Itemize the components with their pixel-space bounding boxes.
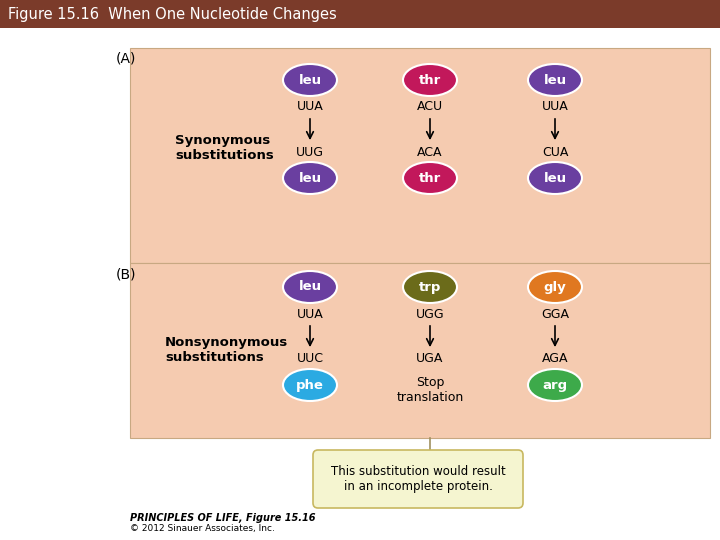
Ellipse shape [283,162,337,194]
Text: gly: gly [544,280,567,294]
Text: CUA: CUA [542,145,568,159]
Text: © 2012 Sinauer Associates, Inc.: © 2012 Sinauer Associates, Inc. [130,524,275,533]
Text: leu: leu [298,280,322,294]
Ellipse shape [283,64,337,96]
Text: UGG: UGG [415,307,444,321]
Text: GGA: GGA [541,307,569,321]
Text: thr: thr [419,73,441,86]
Text: AGA: AGA [541,352,568,365]
Text: trp: trp [419,280,441,294]
Text: UUA: UUA [541,100,568,113]
Ellipse shape [403,162,457,194]
Text: leu: leu [298,73,322,86]
Ellipse shape [528,162,582,194]
Text: phe: phe [296,379,324,392]
Text: UGA: UGA [416,352,444,365]
Text: thr: thr [419,172,441,185]
Text: UUA: UUA [297,100,323,113]
FancyBboxPatch shape [0,0,720,28]
Ellipse shape [528,271,582,303]
Text: arg: arg [542,379,567,392]
Text: (A): (A) [116,52,136,66]
Text: This substitution would result
in an incomplete protein.: This substitution would result in an inc… [330,465,505,493]
Text: UUC: UUC [297,352,323,365]
Text: leu: leu [544,73,567,86]
Text: PRINCIPLES OF LIFE, Figure 15.16: PRINCIPLES OF LIFE, Figure 15.16 [130,513,315,523]
Text: Nonsynonymous
substitutions: Nonsynonymous substitutions [165,336,288,364]
Ellipse shape [283,369,337,401]
Text: leu: leu [544,172,567,185]
Text: Synonymous
substitutions: Synonymous substitutions [175,134,274,162]
Ellipse shape [283,271,337,303]
Text: Stop
translation: Stop translation [397,376,464,404]
Ellipse shape [403,271,457,303]
Text: Figure 15.16  When One Nucleotide Changes: Figure 15.16 When One Nucleotide Changes [8,6,337,22]
FancyBboxPatch shape [313,450,523,508]
Ellipse shape [528,64,582,96]
FancyBboxPatch shape [130,48,710,263]
Ellipse shape [528,369,582,401]
Text: UUA: UUA [297,307,323,321]
Text: (B): (B) [116,267,137,281]
Ellipse shape [403,64,457,96]
Text: leu: leu [298,172,322,185]
Text: UUG: UUG [296,145,324,159]
FancyBboxPatch shape [130,263,710,438]
Text: ACU: ACU [417,100,443,113]
Text: ACA: ACA [418,145,443,159]
